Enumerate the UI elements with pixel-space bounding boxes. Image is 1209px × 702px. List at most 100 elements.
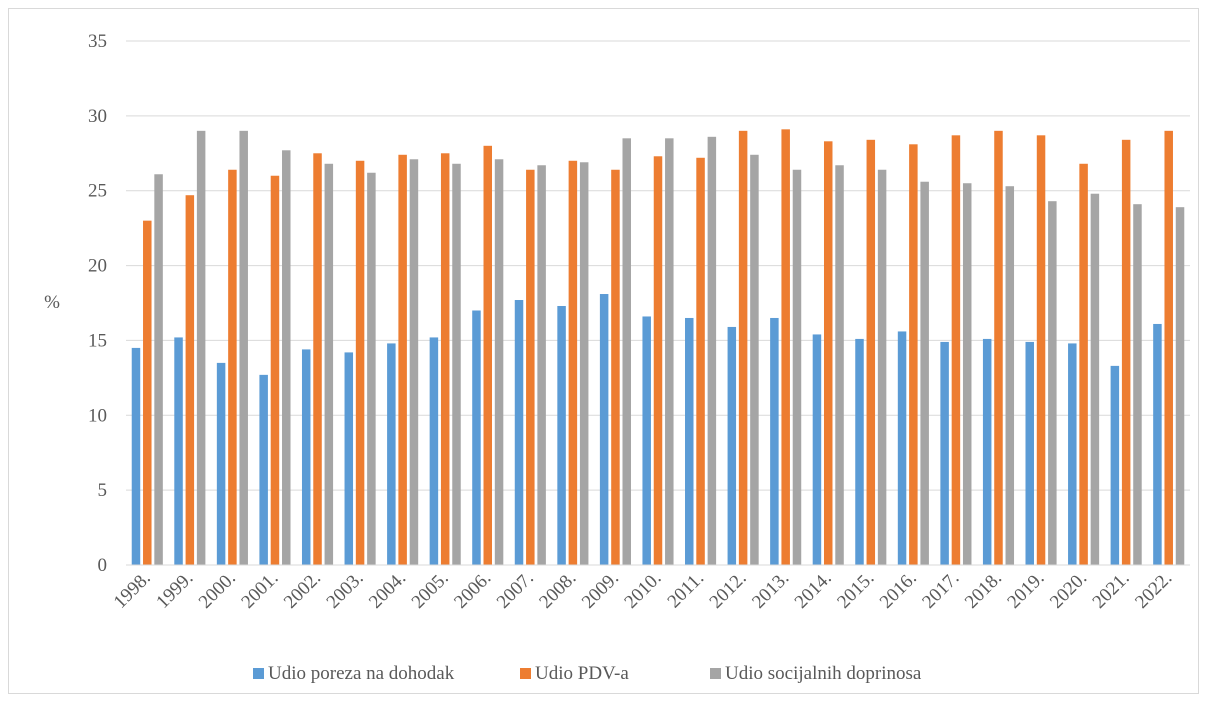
bar: [344, 352, 354, 565]
x-axis: 1998.1999.2000.2001.2002.2003.2004.2005.…: [110, 568, 1177, 613]
legend: Udio poreza na dohodak Udio PDV-a Udio soc…: [253, 663, 922, 684]
bar: [1068, 343, 1077, 565]
bar: [653, 156, 663, 565]
legend-swatch: [520, 668, 531, 679]
bar: [707, 136, 717, 565]
bar: [642, 316, 651, 565]
x-tick-label: 1998.: [110, 568, 155, 613]
bar: [579, 162, 589, 565]
bar: [1175, 207, 1185, 565]
x-tick-label: 2014.: [791, 568, 836, 613]
y-tick-label: 20: [88, 256, 107, 277]
legend-label: Udio socijalnih doprinosa: [725, 663, 922, 684]
x-tick-label: 2019.: [1003, 568, 1048, 613]
bar: [909, 144, 918, 566]
x-tick-label: 2005.: [408, 568, 453, 613]
x-tick-label: 2001.: [237, 568, 282, 613]
bar: [568, 160, 578, 565]
y-tick-label: 30: [88, 106, 107, 127]
bar: [367, 172, 376, 565]
bar: [1005, 186, 1015, 565]
x-tick-label: 2011.: [664, 568, 709, 613]
bar: [823, 141, 833, 565]
bar: [174, 337, 183, 565]
bar: [131, 347, 141, 565]
legend-swatch: [710, 668, 721, 679]
bar: [1153, 323, 1162, 565]
bar: [685, 317, 694, 565]
x-tick-label: 2013.: [748, 568, 793, 613]
bar: [1025, 341, 1034, 565]
bar: [940, 341, 949, 565]
bar: [750, 154, 759, 565]
bar: [494, 159, 504, 565]
legend-label: Udio poreza na dohodak: [268, 663, 455, 684]
x-tick-label: 1999.: [152, 568, 197, 613]
y-tick-label: 5: [98, 480, 108, 501]
x-tick-label: 2007.: [493, 568, 538, 613]
bar: [866, 139, 876, 565]
bar: [154, 174, 163, 565]
bar: [1090, 193, 1100, 565]
bar: [239, 130, 248, 565]
bar: [855, 338, 864, 565]
bar: [355, 160, 365, 565]
bars: [131, 129, 1185, 566]
x-tick-label: 2012.: [706, 568, 751, 613]
bar: [599, 294, 609, 565]
bar: [994, 130, 1003, 565]
bar: [1048, 201, 1057, 565]
bar: [387, 343, 396, 565]
bar: [259, 374, 268, 565]
x-tick-label: 2015.: [833, 568, 878, 613]
bar: [409, 159, 419, 565]
bar: [611, 169, 620, 565]
legend-swatch: [253, 668, 264, 679]
bar: [770, 317, 779, 565]
bar: [216, 362, 226, 565]
bar: [877, 169, 887, 565]
x-tick-label: 2021.: [1089, 568, 1134, 613]
bar: [282, 150, 291, 566]
x-tick-label: 2010.: [620, 568, 665, 613]
x-tick-label: 2006.: [450, 568, 495, 613]
bar: [1079, 163, 1088, 565]
bar: [440, 153, 450, 566]
bar: [727, 326, 737, 565]
x-tick-label: 2009.: [578, 568, 623, 613]
bar: [143, 220, 152, 565]
x-tick-label: 2022.: [1131, 568, 1176, 613]
bar: [514, 300, 524, 565]
y-axis-label: %: [44, 292, 60, 313]
bar: [324, 163, 334, 565]
y-tick-label: 35: [88, 31, 107, 52]
x-tick-label: 2017.: [918, 568, 963, 613]
bar: [920, 181, 929, 566]
bar: [951, 135, 961, 565]
x-tick-label: 2020.: [1046, 568, 1091, 613]
bar: [429, 337, 439, 565]
bar: [622, 138, 631, 565]
bar: [196, 130, 206, 565]
bar: [526, 169, 535, 565]
legend-label: Udio PDV-a: [535, 663, 629, 684]
bar: [557, 305, 566, 565]
bar: [483, 145, 493, 566]
y-tick-label: 15: [88, 330, 107, 351]
y-tick-label: 25: [88, 181, 107, 202]
x-tick-label: 2002.: [280, 568, 325, 613]
bar: [452, 163, 461, 565]
x-tick-label: 2016.: [876, 568, 921, 613]
bar: [398, 154, 407, 565]
bar: [270, 175, 280, 566]
bar: [897, 331, 907, 565]
bar: [185, 195, 195, 565]
y-axis: 0 5 10 15 20 25 30 35: [88, 31, 107, 576]
x-tick-label: 2018.: [961, 568, 1006, 613]
bar: [1164, 130, 1173, 565]
bar: [792, 169, 802, 565]
bar: [812, 334, 822, 565]
bar: [472, 310, 481, 565]
x-tick-label: 2004.: [365, 568, 410, 613]
